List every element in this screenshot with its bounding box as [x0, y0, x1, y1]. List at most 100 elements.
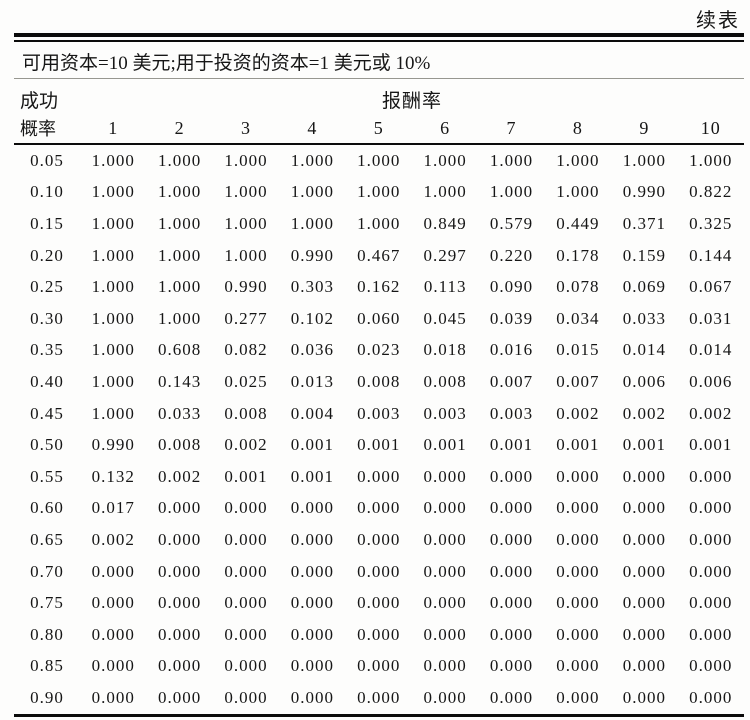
value-cell: 1.000 — [224, 245, 268, 265]
value-cell: 0.069 — [622, 277, 666, 297]
value-cell: 0.014 — [622, 340, 666, 360]
value-cell: 1.000 — [556, 182, 600, 202]
value-cell: 0.000 — [423, 624, 467, 644]
probability-cell: 0.75 — [30, 593, 64, 613]
value-cell: 0.990 — [290, 245, 334, 265]
value-cell: 0.000 — [224, 624, 268, 644]
value-cell: 0.000 — [357, 687, 401, 707]
value-cell: 0.008 — [423, 371, 467, 391]
value-cell: 1.000 — [91, 150, 135, 170]
value-cell: 0.002 — [556, 403, 600, 423]
value-cell: 0.014 — [689, 340, 733, 360]
value-cell: 0.449 — [556, 213, 600, 233]
value-cell: 0.822 — [689, 182, 733, 202]
probability-cell: 0.25 — [30, 277, 64, 297]
value-cell: 1.000 — [91, 403, 135, 423]
value-cell: 1.000 — [290, 213, 334, 233]
value-cell: 1.000 — [91, 340, 135, 360]
table-row: 0.75 0.000 0.000 0.000 0.000 0.000 0.000 0.000 0… — [14, 587, 744, 619]
value-cell: 0.277 — [224, 308, 268, 328]
value-cell: 0.000 — [556, 624, 600, 644]
value-cell: 0.078 — [556, 277, 600, 297]
value-cell: 0.000 — [357, 593, 401, 613]
value-cell: 0.000 — [689, 529, 733, 549]
column-header-row: 概率 1 2 3 4 5 6 7 8 9 10 — [14, 113, 744, 145]
value-cell: 1.000 — [622, 150, 666, 170]
value-cell: 1.000 — [157, 277, 202, 297]
value-cell: 0.162 — [357, 277, 401, 297]
probability-cell: 0.90 — [30, 687, 64, 707]
value-cell: 0.001 — [689, 435, 733, 455]
probability-cell: 0.65 — [30, 529, 64, 549]
value-cell: 1.000 — [91, 277, 135, 297]
value-cell: 0.000 — [622, 656, 666, 676]
column-header-cell: 10 — [677, 113, 744, 145]
value-cell: 0.002 — [689, 403, 733, 423]
column-group-header: 报酬率 — [381, 91, 442, 112]
value-cell: 0.006 — [622, 371, 666, 391]
value-cell: 0.000 — [489, 466, 534, 486]
value-cell: 0.006 — [689, 371, 733, 391]
value-cell: 0.000 — [290, 498, 334, 518]
value-cell: 0.000 — [290, 687, 334, 707]
value-cell: 0.000 — [622, 498, 666, 518]
value-cell: 0.467 — [357, 245, 401, 265]
column-header-cell: 1 — [80, 113, 147, 145]
value-cell: 0.000 — [224, 498, 268, 518]
value-cell: 0.000 — [157, 624, 202, 644]
value-cell: 0.000 — [91, 561, 135, 581]
table-row: 0.35 1.000 0.608 0.082 0.036 0.023 0.018 0.016 0… — [14, 335, 744, 367]
probability-cell: 0.45 — [30, 403, 64, 423]
value-cell: 0.000 — [224, 561, 268, 581]
value-cell: 0.000 — [357, 624, 401, 644]
value-cell: 1.000 — [689, 150, 733, 170]
value-cell: 1.000 — [290, 150, 334, 170]
table-header: 成功 报酬率 概率 1 2 3 4 5 6 7 8 9 10 — [14, 79, 744, 145]
value-cell: 1.000 — [423, 182, 467, 202]
table-row: 0.90 0.000 0.000 0.000 0.000 0.000 0.000 0.000 0… — [14, 682, 744, 715]
value-cell: 0.002 — [622, 403, 666, 423]
value-cell: 0.000 — [689, 498, 733, 518]
value-cell: 0.144 — [689, 245, 733, 265]
value-cell: 0.000 — [489, 656, 534, 676]
value-cell: 0.000 — [489, 687, 534, 707]
value-cell: 0.000 — [357, 656, 401, 676]
value-cell: 0.000 — [290, 529, 334, 549]
probability-cell: 0.05 — [30, 150, 64, 170]
probability-cell: 0.60 — [30, 498, 64, 518]
value-cell: 1.000 — [357, 182, 401, 202]
probability-cell: 0.55 — [30, 466, 64, 486]
value-cell: 0.000 — [556, 529, 600, 549]
continued-table-label: 续表 — [696, 10, 740, 32]
column-header-cell: 2 — [146, 113, 213, 145]
value-cell: 0.015 — [556, 340, 600, 360]
value-cell: 0.002 — [224, 435, 268, 455]
value-cell: 0.143 — [157, 371, 202, 391]
value-cell: 1.000 — [423, 150, 467, 170]
probability-cell: 0.85 — [30, 656, 64, 676]
column-header-cell: 8 — [544, 113, 612, 145]
value-cell: 0.001 — [622, 435, 666, 455]
value-cell: 0.990 — [224, 277, 268, 297]
value-cell: 1.000 — [157, 213, 202, 233]
probability-cell: 0.20 — [30, 245, 64, 265]
value-cell: 0.000 — [357, 561, 401, 581]
table-row: 0.05 1.000 1.000 1.000 1.000 1.000 1.000 1.000 1… — [14, 144, 744, 177]
value-cell: 0.000 — [157, 656, 202, 676]
value-cell: 0.000 — [489, 498, 534, 518]
value-cell: 0.132 — [91, 466, 135, 486]
value-cell: 0.003 — [489, 403, 534, 423]
value-cell: 0.000 — [91, 624, 135, 644]
table-row: 0.10 1.000 1.000 1.000 1.000 1.000 1.000 1.000 1… — [14, 177, 744, 209]
value-cell: 0.000 — [556, 498, 600, 518]
value-cell: 0.067 — [689, 277, 733, 297]
value-cell: 0.000 — [423, 466, 467, 486]
value-cell: 0.000 — [489, 529, 534, 549]
column-header-cell: 3 — [212, 113, 280, 145]
value-cell: 0.000 — [622, 687, 666, 707]
value-cell: 0.000 — [622, 593, 666, 613]
value-cell: 0.004 — [290, 403, 334, 423]
value-cell: 0.082 — [224, 340, 268, 360]
probability-cell: 0.50 — [30, 435, 64, 455]
